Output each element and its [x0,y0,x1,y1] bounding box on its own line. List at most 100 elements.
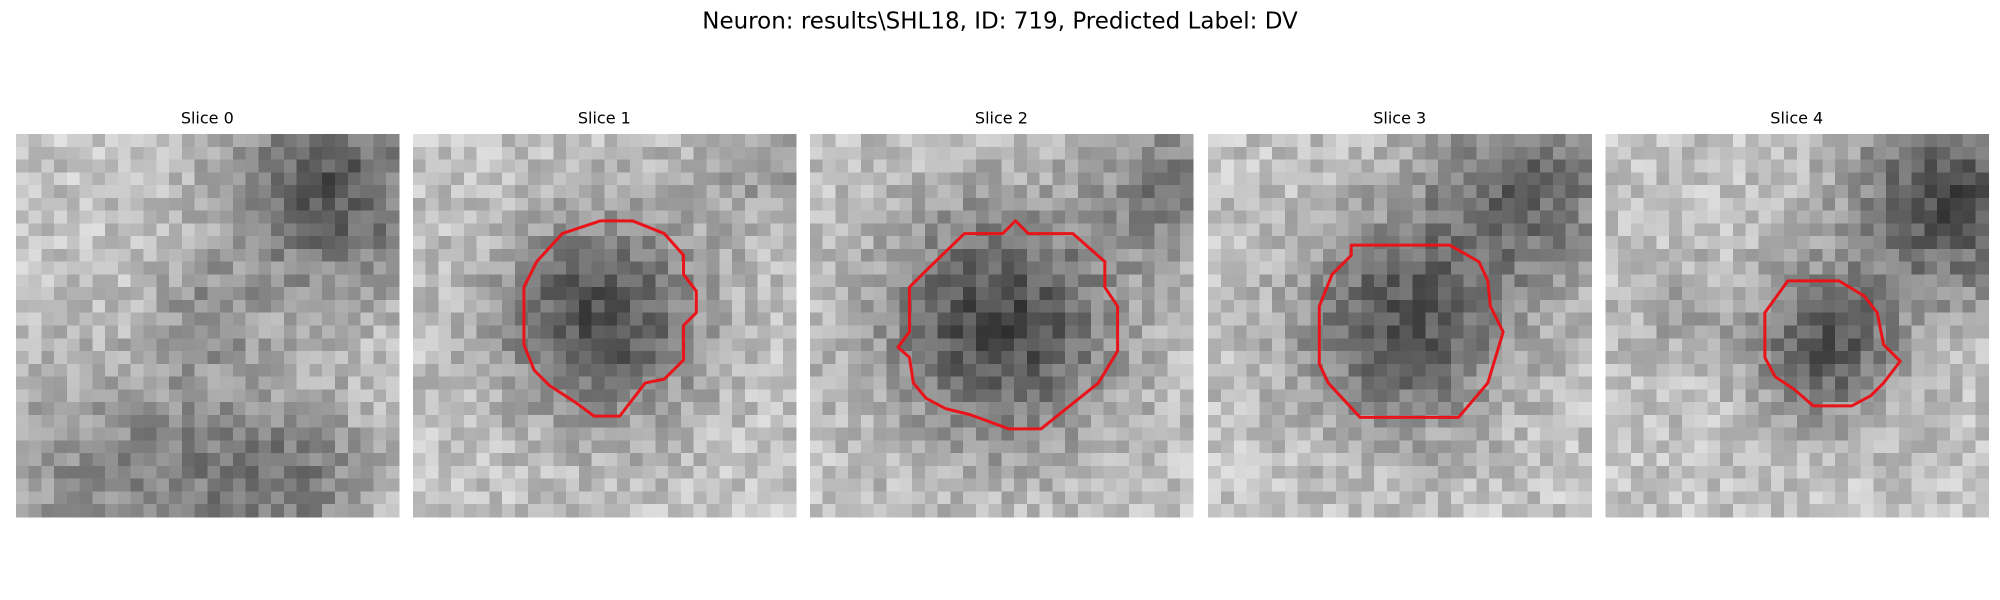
pixel [386,338,400,352]
pixel [502,504,516,518]
pixel [1297,134,1311,148]
pixel [1208,351,1222,365]
pixel [502,414,516,429]
pixel [1052,351,1066,365]
pixel [886,299,900,314]
pixel [1784,248,1798,263]
pixel [629,236,644,250]
pixel [28,453,42,467]
pixel [1450,172,1465,186]
pixel [1514,325,1528,339]
pixel [963,376,977,390]
pixel [1374,248,1388,263]
pixel [732,299,746,314]
pixel [1039,185,1054,199]
pixel [1975,312,1989,327]
pixel [41,504,55,518]
pixel [425,274,439,288]
pixel [680,376,695,390]
panel-title: Slice 4 [1770,109,1823,128]
pixel [719,376,733,390]
pixel [770,465,784,480]
pixel [1259,440,1273,454]
pixel [1103,325,1117,339]
pixel [655,210,669,224]
pixel [1438,427,1452,441]
pixel [1476,504,1490,518]
pixel [1348,389,1363,403]
pixel [1911,261,1926,276]
pixel [451,338,465,352]
pixel [822,299,837,314]
pixel [693,414,708,429]
pixel [54,440,68,454]
pixel [1180,236,1194,250]
pixel [527,453,542,467]
pixel [1310,427,1324,441]
pixel [489,248,503,263]
pixel [1745,134,1760,148]
pixel [1065,504,1079,518]
pixel [937,210,951,224]
pixel [1898,210,1913,224]
pixel [693,389,708,403]
pixel [566,427,580,441]
pixel [988,287,1003,301]
pixel [1489,134,1503,148]
pixel [347,338,362,352]
pixel [655,134,669,148]
pixel [744,159,759,173]
pixel [117,478,132,493]
pixel [1822,312,1836,327]
pixel [463,274,478,288]
pixel [732,453,746,467]
pixel [1489,389,1503,403]
pixel [1297,172,1311,186]
pixel [1681,478,1696,493]
pixel [629,478,644,493]
pixel [860,402,875,416]
pixel [271,185,285,199]
pixel [1924,134,1938,148]
pixel [412,274,427,288]
pixel [15,402,30,416]
pixel [1669,478,1683,493]
pixel [1937,427,1951,441]
pixel [1669,440,1683,454]
pixel [963,312,977,327]
pixel [476,210,491,224]
pixel [1656,351,1670,365]
pixel [438,312,452,327]
pixel [92,465,106,480]
pixel [1141,376,1156,390]
pixel [1129,478,1143,493]
pixel [937,146,951,161]
pixel [451,414,465,429]
pixel [809,274,824,288]
pixel [271,236,285,250]
pixel [283,146,298,161]
pixel [1014,210,1028,224]
pixel [783,478,797,493]
pixel [1386,440,1401,454]
pixel [1103,134,1117,148]
pixel [1949,376,1964,390]
pixel [1259,134,1273,148]
pixel [693,453,708,467]
pixel [988,376,1003,390]
pixel [1565,159,1580,173]
pixel [1425,376,1439,390]
pixel [1847,325,1862,339]
pixel [1078,504,1092,518]
pixel [1348,325,1363,339]
pixel [1259,261,1273,276]
pixel [476,389,491,403]
pixel [1001,465,1015,480]
pixel [1310,338,1324,352]
pixel [1026,402,1041,416]
pixel [130,287,145,301]
pixel [1116,440,1130,454]
pixel [1284,440,1299,454]
pixel [822,172,837,186]
pixel [873,299,888,314]
